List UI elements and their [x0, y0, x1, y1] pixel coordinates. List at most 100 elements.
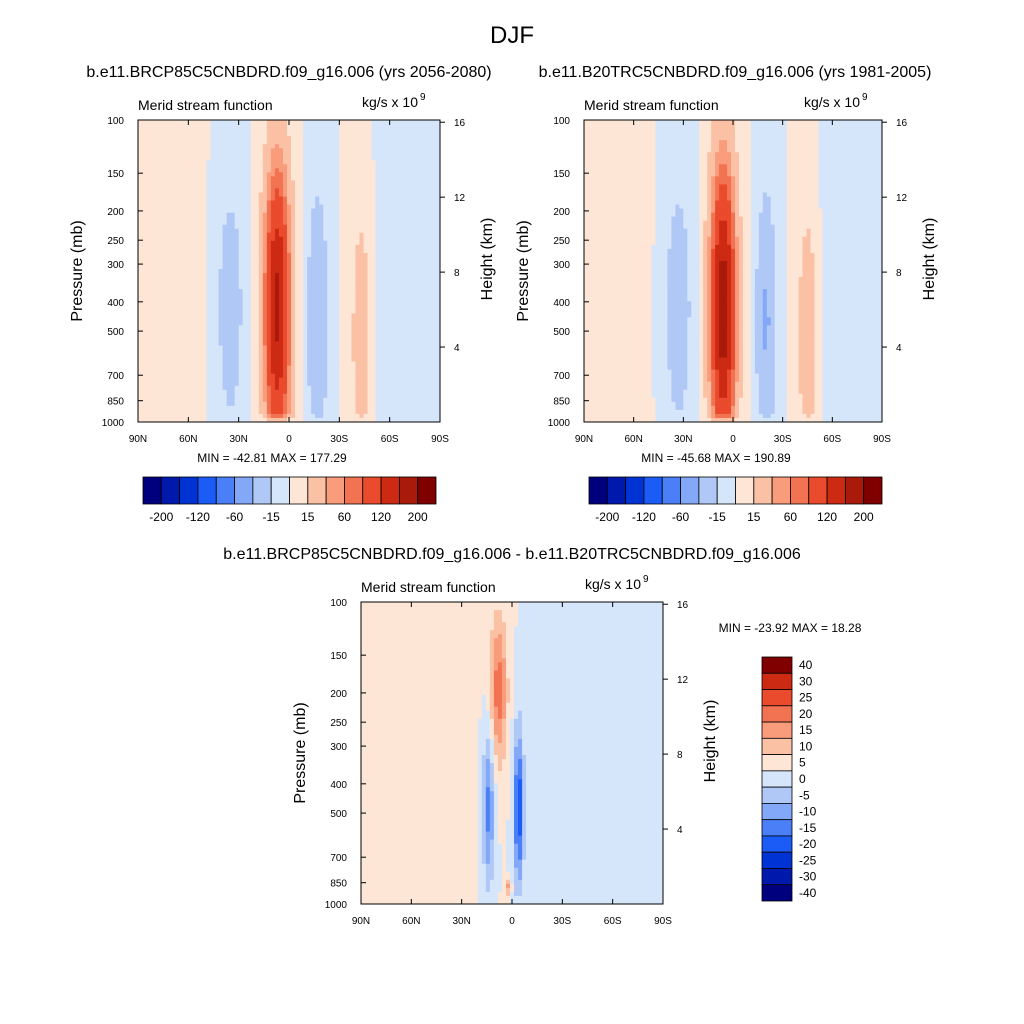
- field-cell: [202, 370, 207, 375]
- field-cell: [146, 205, 151, 210]
- field-cell: [376, 325, 381, 330]
- field-cell: [368, 229, 373, 234]
- field-cell: [388, 277, 393, 282]
- field-cell: [416, 277, 421, 282]
- field-cell: [255, 333, 260, 338]
- field-cell: [235, 285, 240, 290]
- field-cell: [339, 301, 344, 306]
- field-cell: [331, 341, 336, 346]
- field-cell: [210, 374, 215, 379]
- field-cell: [424, 337, 429, 342]
- field-cell: [219, 205, 224, 210]
- field-cell: [388, 209, 393, 214]
- field-cell: [376, 225, 381, 230]
- field-cell: [170, 261, 175, 266]
- field-cell: [267, 297, 272, 302]
- field-cell: [327, 337, 332, 342]
- field-cell: [291, 132, 296, 137]
- field-cell: [190, 317, 195, 322]
- field-cell: [251, 144, 256, 149]
- field-cell: [331, 176, 336, 181]
- field-cell: [231, 325, 236, 330]
- field-cell: [363, 197, 368, 202]
- field-cell: [432, 378, 437, 383]
- field-cell: [404, 225, 409, 230]
- field-cell: [150, 358, 155, 363]
- field-cell: [202, 273, 207, 278]
- field-cell: [432, 269, 437, 274]
- field-cell: [359, 237, 364, 242]
- field-cell: [194, 152, 199, 157]
- field-cell: [380, 156, 385, 161]
- field-cell: [259, 337, 264, 342]
- field-cell: [343, 197, 348, 202]
- field-cell: [376, 269, 381, 274]
- field-cell: [392, 156, 397, 161]
- field-cell: [255, 168, 260, 173]
- field-cell: [202, 136, 207, 141]
- field-cell: [307, 229, 312, 234]
- field-cell: [162, 237, 167, 242]
- field-cell: [198, 265, 203, 270]
- field-cell: [215, 253, 220, 258]
- field-cell: [231, 305, 236, 310]
- field-cell: [271, 120, 276, 125]
- field-cell: [215, 362, 220, 367]
- field-cell: [215, 350, 220, 355]
- field-cell: [154, 289, 159, 294]
- field-cell: [150, 245, 155, 250]
- field-cell: [186, 366, 191, 371]
- field-cell: [223, 140, 228, 145]
- field-cell: [404, 313, 409, 318]
- field-cell: [372, 285, 377, 290]
- field-cell: [251, 297, 256, 302]
- field-cell: [335, 366, 340, 371]
- field-cell: [287, 197, 292, 202]
- field-cell: [162, 317, 167, 322]
- field-cell: [279, 374, 284, 379]
- field-cell: [255, 229, 260, 234]
- field-cell: [380, 168, 385, 173]
- field-cell: [138, 164, 143, 169]
- field-cell: [239, 225, 244, 230]
- field-cell: [275, 297, 280, 302]
- field-cell: [432, 261, 437, 266]
- field-cell: [210, 168, 215, 173]
- field-cell: [315, 366, 320, 371]
- field-cell: [376, 337, 381, 342]
- field-cell: [198, 148, 203, 153]
- field-cell: [408, 213, 413, 218]
- field-cell: [142, 378, 147, 383]
- field-cell: [283, 156, 288, 161]
- field-cell: [380, 269, 385, 274]
- field-cell: [186, 201, 191, 206]
- field-cell: [158, 168, 163, 173]
- field-cell: [420, 313, 425, 318]
- field-cell: [283, 188, 288, 193]
- field-cell: [412, 285, 417, 290]
- field-cell: [154, 205, 159, 210]
- field-cell: [376, 120, 381, 125]
- field-cell: [178, 313, 183, 318]
- field-cell: [174, 269, 179, 274]
- field-cell: [351, 188, 356, 193]
- field-cell: [315, 273, 320, 278]
- field-cell: [138, 197, 143, 202]
- field-cell: [219, 362, 224, 367]
- field-cell: [380, 358, 385, 363]
- field-cell: [404, 188, 409, 193]
- field-cell: [235, 225, 240, 230]
- field-cell: [202, 374, 207, 379]
- field-cell: [227, 249, 232, 254]
- field-cell: [194, 253, 199, 258]
- field-cell: [170, 378, 175, 383]
- field-cell: [239, 273, 244, 278]
- field-cell: [363, 305, 368, 310]
- field-cell: [227, 229, 232, 234]
- field-cell: [343, 164, 348, 169]
- field-cell: [162, 378, 167, 383]
- field-cell: [146, 293, 151, 298]
- field-cell: [174, 257, 179, 262]
- field-cell: [219, 192, 224, 197]
- field-cell: [287, 217, 292, 222]
